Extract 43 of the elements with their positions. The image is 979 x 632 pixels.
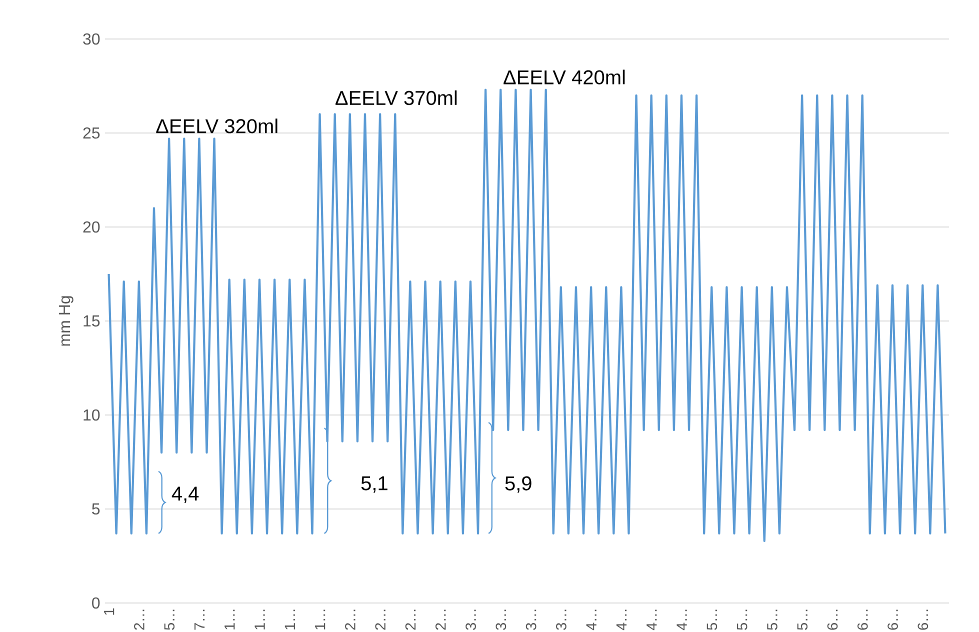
x-tick-label: 2… — [345, 610, 356, 630]
x-tick-label: 6… — [857, 610, 868, 630]
x-tick-label: 2… — [435, 610, 446, 630]
x-tick-label: 5… — [797, 610, 808, 630]
y-tick-label: 15 — [84, 315, 100, 327]
y-tick-label: 20 — [83, 221, 100, 233]
annotation: 5,1 — [361, 476, 388, 493]
x-tick-label: 4… — [616, 610, 627, 630]
line-series — [108, 88, 946, 542]
y-tick-label: 10 — [84, 409, 100, 421]
annotation: 5,9 — [505, 476, 532, 493]
y-tick-label: 5 — [92, 503, 100, 515]
x-tick-label: 4… — [676, 610, 687, 630]
x-tick-label: 5… — [164, 610, 175, 630]
x-tick-label: 1… — [224, 610, 235, 630]
x-tick-label: 3… — [496, 610, 506, 630]
x-tick-label: 1… — [254, 610, 265, 630]
x-tick-label: 2… — [405, 610, 416, 630]
x-tick-label: 5… — [706, 610, 718, 630]
y-tick-label: 25 — [83, 127, 100, 139]
x-tick-label: 4… — [646, 610, 657, 630]
x-tick-label: 5… — [767, 610, 778, 630]
annotation: ΔEELV 320ml — [156, 118, 278, 134]
x-tick-label: 6… — [918, 610, 928, 630]
annotation: 4,4 — [172, 486, 199, 504]
x-tick-label: 1 — [104, 608, 114, 615]
x-tick-label: 3… — [466, 610, 476, 630]
y-tick-label: 0 — [92, 597, 100, 609]
x-tick-label: 2… — [375, 610, 386, 630]
x-tick-label: 5… — [737, 610, 748, 630]
x-tick-label: 7… — [194, 610, 205, 630]
x-tick-label: 3… — [526, 610, 536, 630]
x-tick-label: 6… — [888, 610, 898, 630]
annotation: ΔEELV 370ml — [336, 90, 457, 106]
y-tick-label: 30 — [83, 33, 100, 45]
x-tick-label: 2… — [134, 610, 144, 630]
y-axis-title: mm Hg — [59, 296, 74, 346]
x-tick-label: 1… — [284, 610, 295, 630]
x-tick-label: 4… — [586, 610, 596, 630]
x-tick-label: 3… — [556, 610, 566, 630]
annotation: ΔEELV 420ml — [504, 70, 625, 84]
x-tick-label: 6… — [827, 610, 838, 630]
x-tick-label: 1… — [315, 610, 326, 630]
